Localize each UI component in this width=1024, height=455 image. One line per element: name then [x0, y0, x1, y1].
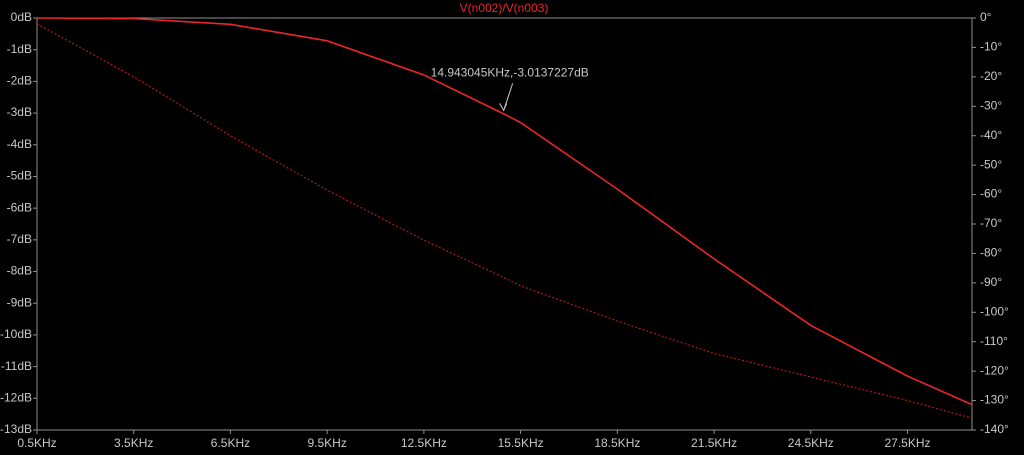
y2-tick-label: -70°: [980, 216, 1002, 230]
y2-tick-label: 0°: [980, 10, 992, 24]
y-tick-label: -2dB: [7, 74, 32, 88]
y-tick-label: -4dB: [7, 137, 32, 151]
x-tick-label: 9.5KHz: [307, 436, 346, 450]
x-tick-label: 18.5KHz: [594, 436, 640, 450]
x-tick-label: 3.5KHz: [114, 436, 153, 450]
y-tick-label: -8dB: [7, 264, 32, 278]
y-tick-label: -3dB: [7, 105, 32, 119]
y2-tick-label: -90°: [980, 275, 1002, 289]
x-tick-label: 0.5KHz: [17, 436, 56, 450]
y-tick-label: -6dB: [7, 200, 32, 214]
x-tick-label: 15.5KHz: [498, 436, 544, 450]
x-tick-label: 27.5KHz: [885, 436, 931, 450]
y-tick-label: -10dB: [0, 327, 32, 341]
chart-title: V(n002)/V(n003): [460, 1, 549, 15]
y-tick-label: -11dB: [1, 359, 32, 373]
y2-tick-label: -140°: [980, 422, 1009, 436]
y2-tick-label: -130°: [980, 393, 1009, 407]
y2-tick-label: -80°: [980, 246, 1002, 260]
y2-tick-label: -10°: [980, 40, 1002, 54]
x-tick-label: 12.5KHz: [401, 436, 447, 450]
phase-line: [36, 23, 973, 419]
y-tick-label: -13dB: [0, 422, 32, 436]
x-tick-label: 24.5KHz: [788, 436, 834, 450]
y-tick-label: -1dB: [7, 42, 32, 56]
x-tick-label: 6.5KHz: [211, 436, 250, 450]
magnitude-line: [36, 17, 973, 406]
x-tick-label: 21.5KHz: [691, 436, 737, 450]
annotation-arrowhead: [499, 103, 508, 112]
y-tick-label: -5dB: [7, 169, 32, 183]
y2-tick-label: -110°: [980, 334, 1008, 348]
y-tick-label: 0dB: [11, 10, 32, 24]
annotation: 14.943045KHz,-3.0137227dB: [431, 66, 589, 80]
y2-tick-label: -20°: [980, 69, 1002, 83]
y2-tick-label: -40°: [980, 128, 1002, 142]
y2-tick-label: -100°: [980, 304, 1009, 318]
y-tick-label: -12dB: [0, 390, 32, 404]
y2-tick-label: -30°: [980, 98, 1002, 112]
y2-tick-label: -60°: [980, 187, 1002, 201]
y-tick-label: -9dB: [7, 295, 32, 309]
y-tick-label: -7dB: [7, 232, 32, 246]
y2-tick-label: -50°: [980, 157, 1002, 171]
y2-tick-label: -120°: [980, 363, 1009, 377]
